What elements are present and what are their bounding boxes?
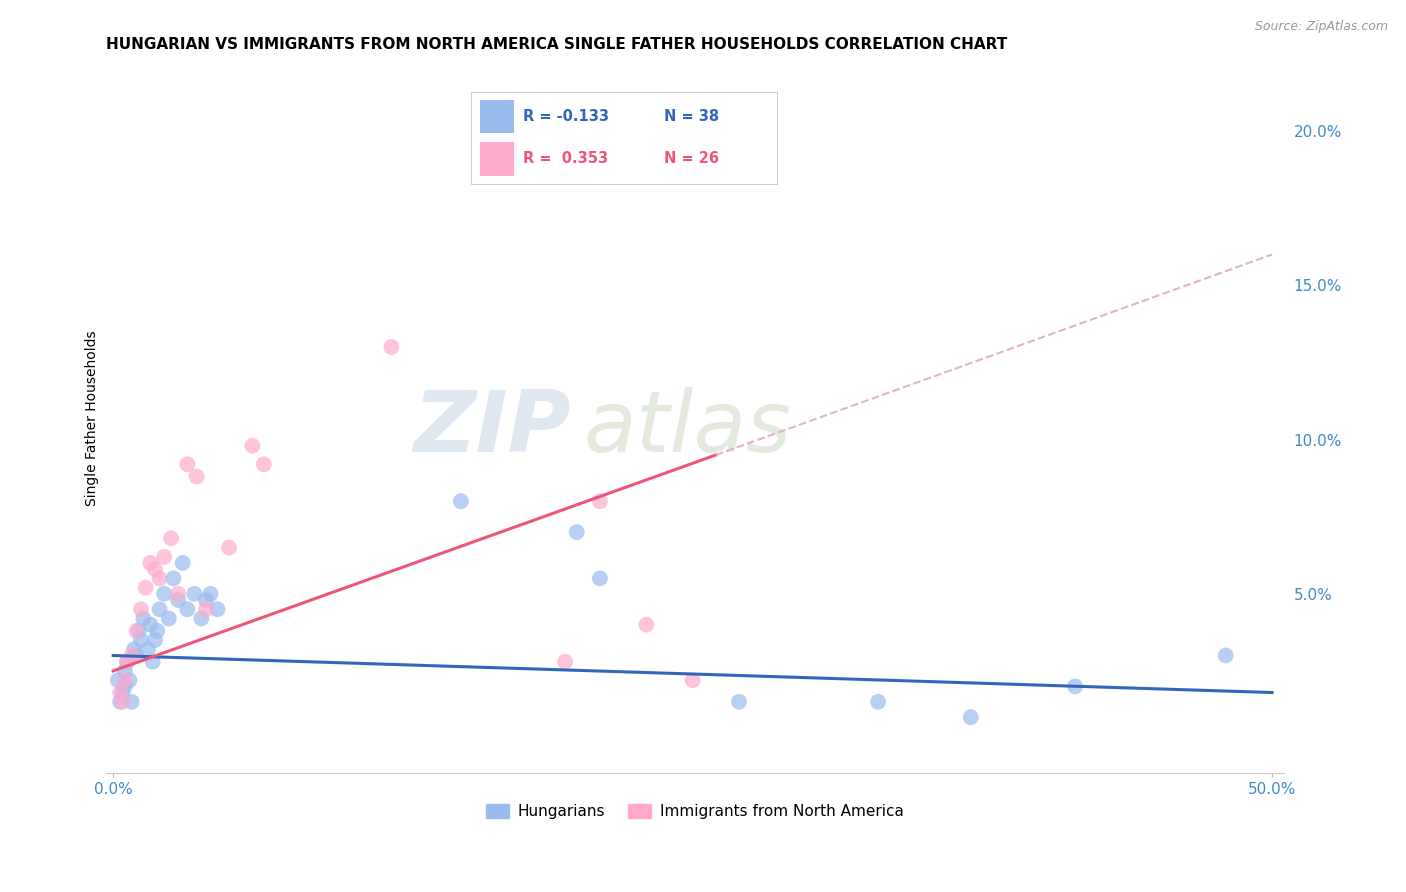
Point (132, 611, 155, 625)
Point (108, 685, 131, 699)
Point (143, 562, 166, 576)
Point (167, 593, 190, 607)
Point (146, 624, 169, 638)
Point (589, 494, 612, 508)
Point (136, 642, 159, 657)
Point (380, 340, 402, 354)
Point (115, 655, 138, 669)
Point (1215, 648, 1237, 663)
Legend: Hungarians, Immigrants from North America: Hungarians, Immigrants from North Americ… (479, 798, 910, 825)
Point (207, 602, 229, 616)
Point (253, 457, 276, 471)
Point (186, 469, 208, 483)
Point (450, 494, 472, 508)
Y-axis label: Single Father Households: Single Father Households (86, 330, 100, 506)
Point (114, 673, 136, 688)
Point (218, 541, 240, 555)
Point (589, 571, 612, 585)
Text: HUNGARIAN VS IMMIGRANTS FROM NORTH AMERICA SINGLE FATHER HOUSEHOLDS CORRELATION : HUNGARIAN VS IMMIGRANTS FROM NORTH AMERI… (107, 37, 1008, 53)
Point (162, 571, 184, 585)
Point (194, 593, 217, 607)
Point (118, 673, 141, 688)
Point (107, 673, 129, 688)
Point (682, 673, 704, 688)
Point (160, 531, 183, 545)
Point (554, 655, 576, 669)
Point (115, 655, 138, 669)
Text: atlas: atlas (583, 387, 792, 470)
Point (176, 602, 198, 616)
Point (172, 556, 194, 570)
Point (636, 617, 658, 632)
Point (135, 581, 157, 595)
Point (167, 587, 190, 601)
Point (129, 633, 152, 648)
Point (114, 679, 136, 693)
Point (868, 695, 890, 709)
Text: ZIP: ZIP (413, 387, 571, 470)
Point (148, 571, 170, 585)
Point (200, 587, 222, 601)
Point (139, 617, 162, 632)
Point (959, 710, 981, 724)
Point (153, 587, 176, 601)
Point (1064, 679, 1087, 693)
Point (142, 655, 165, 669)
Point (157, 611, 180, 625)
Point (111, 695, 134, 709)
Point (108, 695, 131, 709)
Point (143, 633, 166, 648)
Point (122, 642, 145, 657)
Point (125, 648, 148, 663)
Point (183, 587, 205, 601)
Point (128, 624, 150, 638)
Point (240, 439, 263, 453)
Point (111, 685, 134, 699)
Point (114, 664, 136, 678)
Text: Source: ZipAtlas.com: Source: ZipAtlas.com (1254, 20, 1388, 33)
Point (121, 648, 143, 663)
Point (139, 556, 162, 570)
Point (496, 139, 519, 153)
Point (125, 624, 148, 638)
Point (148, 602, 170, 616)
Point (121, 695, 143, 709)
Point (153, 549, 176, 564)
Point (190, 611, 212, 625)
Point (176, 457, 198, 471)
Point (194, 602, 217, 616)
Point (565, 525, 588, 540)
Point (129, 602, 152, 616)
Point (728, 695, 751, 709)
